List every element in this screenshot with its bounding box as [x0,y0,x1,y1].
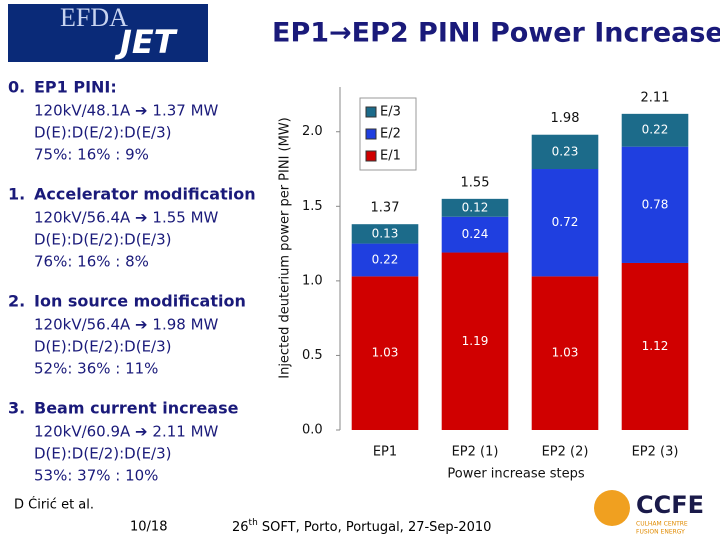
value-label: 0.24 [462,227,489,241]
value-label: 1.03 [372,346,399,360]
item-heading: EP1 PINI: [34,78,117,97]
bar-segment [531,276,599,430]
slide-title: EP1→EP2 PINI Power Increase ( [272,18,720,49]
logo-text: JET [114,23,178,61]
item-line: 120kV/60.9A ➔ 2.11 MW [34,423,219,441]
item-number: 0. [8,78,25,97]
value-label: 0.78 [642,197,669,211]
y-tick-label: 0.0 [302,423,323,438]
logo-text: FUSION ENERGY [636,529,685,536]
total-label: 2.11 [641,90,670,105]
item-line: D(E):D(E/2):D(E/3) [34,124,172,142]
x-tick-label: EP2 (1) [452,445,499,460]
bar-segment [441,216,509,253]
value-label: 0.22 [642,123,669,137]
bar-segment [351,276,419,430]
jet-logo-bg [8,4,208,62]
y-axis-label: Injected deuterium power per PINI (MW) [278,117,293,379]
item-line: 120kV/48.1A ➔ 1.37 MW [34,102,219,120]
value-label: 1.12 [642,339,669,353]
item-number: 2. [8,292,25,311]
x-tick-label: EP2 (3) [632,445,679,460]
item-heading: Beam current increase [34,399,239,418]
logo-text: EFDA [60,3,128,32]
x-tick-label: EP2 (2) [542,445,589,460]
item-line: 76%: 16% : 8% [34,253,149,271]
legend-swatch [365,128,377,140]
legend-label: E/3 [380,105,401,120]
legend-label: E/2 [380,127,401,142]
bar-segment [351,224,419,244]
x-tick-label: EP1 [373,445,397,460]
value-label: 1.03 [552,346,579,360]
bar-segment [351,243,419,277]
legend-label: E/1 [380,149,401,164]
y-tick-label: 1.5 [302,199,323,214]
ccfe-logo-mark [594,490,630,526]
logo-text: CULHAM CENTRE [636,521,688,528]
item-line: 75%: 16% : 9% [34,146,149,164]
item-line: 53%: 37% : 10% [34,467,158,485]
item-heading: Accelerator modification [34,185,256,204]
item-list: 0. EP1 PINI: 120kV/48.1A ➔ 1.37 MW D(E):D(E… [8,78,256,485]
value-label: 0.13 [372,226,399,240]
bar-segment [441,198,509,217]
item-heading: Ion source modification [34,292,246,311]
bar-segment [621,146,689,263]
value-label: 0.12 [462,200,489,214]
footer-text: SOFT, Porto, Portugal, 27-Sep-2010 [258,520,492,535]
chart: 0.0 0.5 1.0 1.5 2.0 Injected deuterium power … [278,87,689,482]
value-label: 0.23 [552,144,579,158]
bar-segment [621,262,689,430]
bar-segment [441,252,509,430]
footer-conference: 26th SOFT, Porto, Portugal, 27-Sep-2010 [232,518,491,535]
value-label: 0.72 [552,215,579,229]
item-line: D(E):D(E/2):D(E/3) [34,338,172,356]
value-label: 0.22 [372,252,399,266]
y-tick-label: 1.0 [302,273,323,288]
y-tick-label: 0.5 [302,348,323,363]
value-label: 1.19 [462,334,489,348]
item-line: 120kV/56.4A ➔ 1.55 MW [34,209,219,227]
item-number: 3. [8,399,25,418]
bar-segment [621,113,689,147]
total-label: 1.37 [371,201,400,216]
footer-author: D Ćirić et al. [14,497,94,513]
x-axis-label: Power increase steps [447,467,584,482]
legend-swatch [365,150,377,162]
bar-segment [531,169,599,277]
footer-text: th [249,518,258,528]
total-label: 1.55 [461,175,490,190]
legend-swatch [365,106,377,118]
item-line: D(E):D(E/2):D(E/3) [34,445,172,463]
item-line: D(E):D(E/2):D(E/3) [34,231,172,249]
item-number: 1. [8,185,25,204]
total-label: 1.98 [551,111,580,126]
bar-segment [531,134,599,170]
footer-page: 10/18 [130,520,167,535]
y-tick-label: 2.0 [302,124,323,139]
item-line: 52%: 36% : 11% [34,360,158,378]
footer-text: 26 [232,520,249,535]
logo-text: CCFE [636,491,704,519]
item-line: 120kV/56.4A ➔ 1.98 MW [34,316,219,334]
